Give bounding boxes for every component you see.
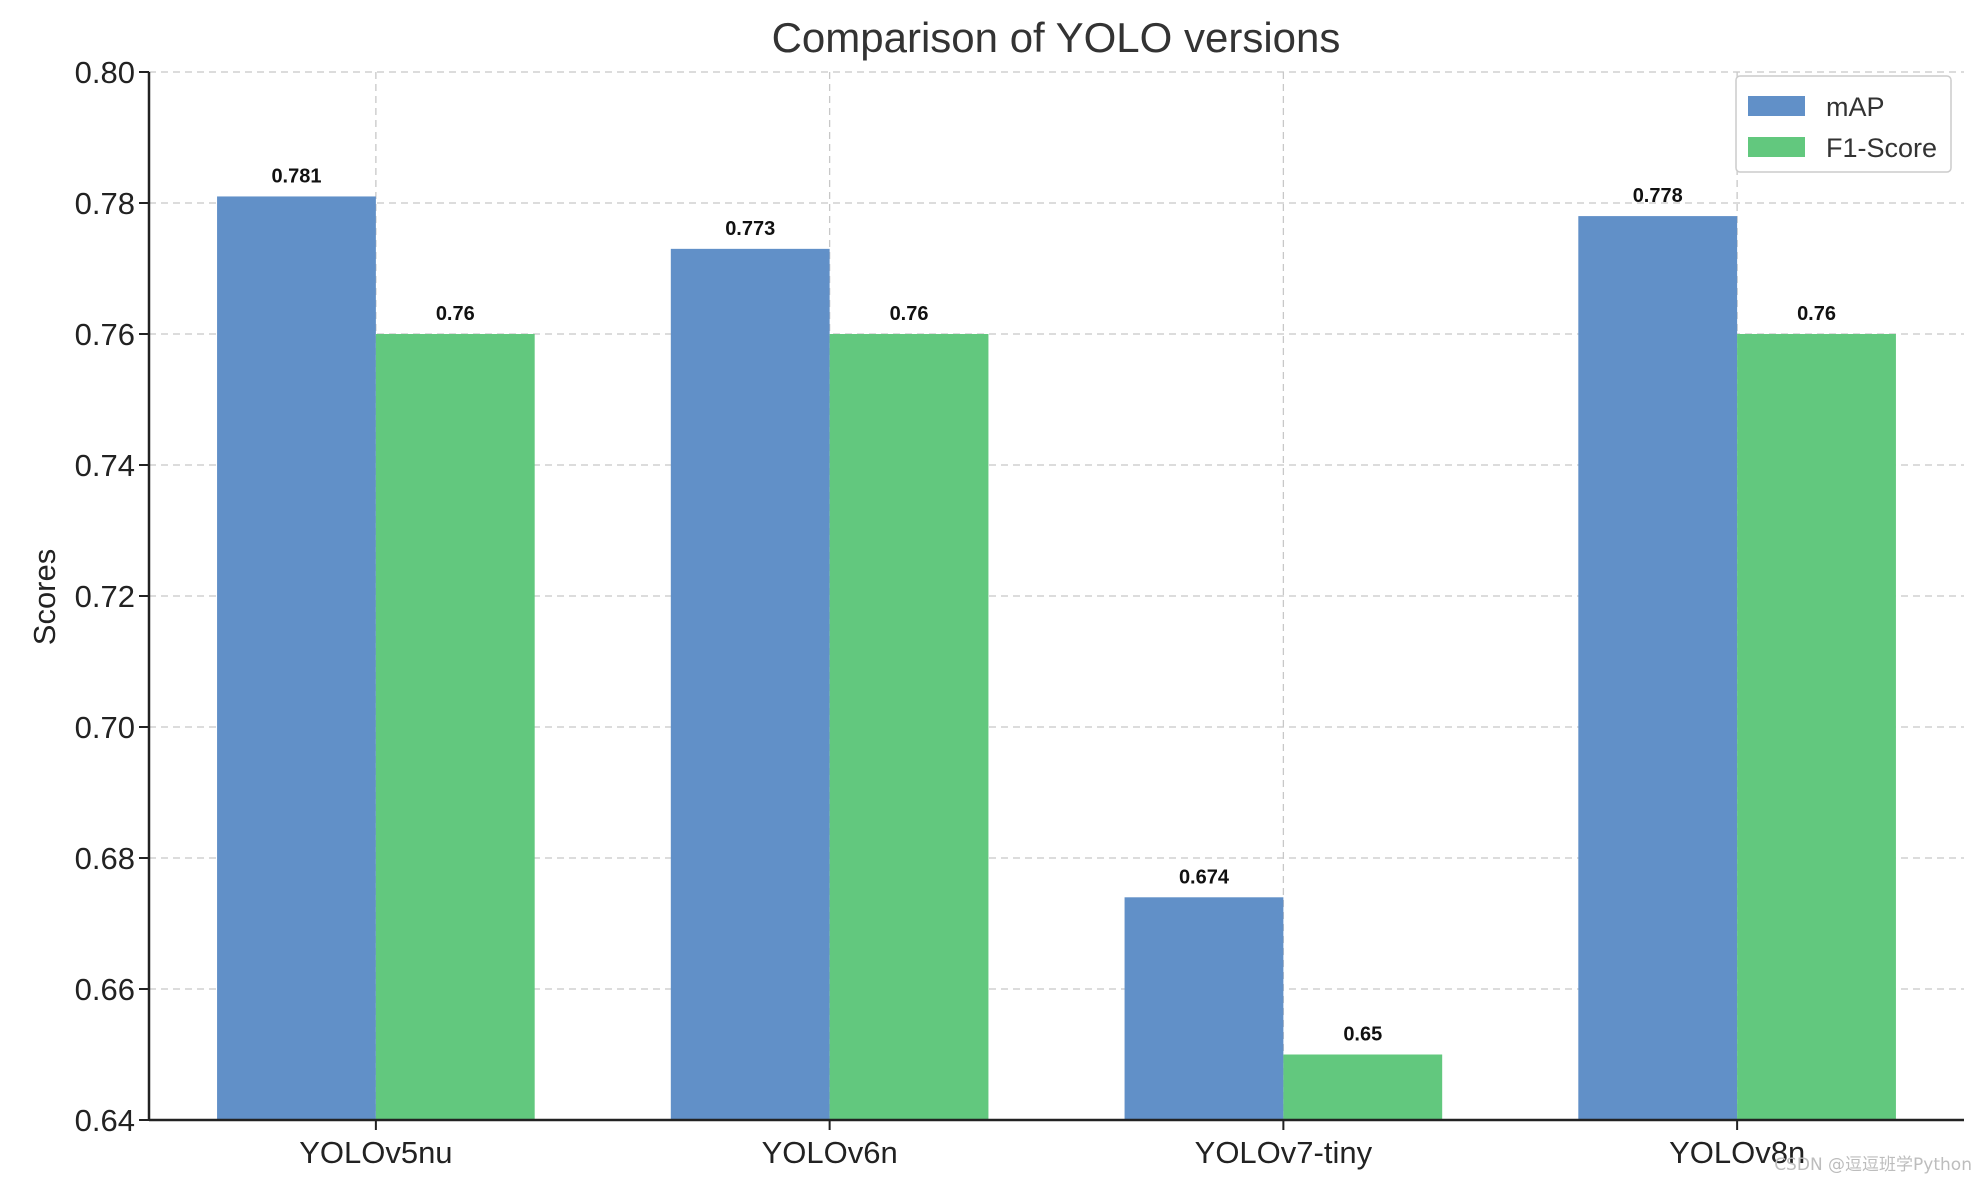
x-tick-label-yolov7-tiny: YOLOv7-tiny: [1195, 1135, 1373, 1170]
bar-f1-score-yolov7-tiny: [1283, 1054, 1443, 1120]
chart-title: Comparison of YOLO versions: [772, 14, 1341, 61]
x-tick-label-yolov5nu: YOLOv5nu: [299, 1135, 452, 1170]
bar-map-yolov6n: [670, 248, 830, 1121]
legend-swatch-map: [1748, 96, 1805, 116]
data-labels: 0.781 0.773 0.674 0.778 0.76 0.76 0.65 0.76: [271, 165, 1836, 1045]
bar-f1-score-yolov8n: [1737, 334, 1896, 1120]
legend-label-map: mAP: [1826, 92, 1885, 122]
data-label-map-yolov8n: 0.778: [1633, 185, 1683, 207]
bar-f1-score-yolov5nu: [375, 334, 535, 1120]
data-label-map-yolov6n: 0.773: [725, 218, 775, 240]
axes: 0.64 0.66 0.68 0.70 0.72 0.74 0.76 0.78 0.80 YOLO…: [75, 55, 1964, 1170]
watermark: CSDN @逗逗班学Python: [1774, 1155, 1972, 1175]
x-tick-label-yolov8n: YOLOv8n: [1669, 1135, 1805, 1170]
bar-map-yolov8n: [1578, 216, 1738, 1121]
y-tick-label: 0.78: [75, 186, 135, 221]
bar-map-yolov5nu: [217, 196, 376, 1120]
data-label-map-yolov5nu: 0.781: [271, 165, 321, 187]
y-axis-label: Scores: [27, 549, 62, 645]
legend-swatch-f1-score: [1748, 137, 1805, 157]
y-tick-label: 0.72: [75, 579, 135, 614]
data-label-map-yolov7-tiny: 0.674: [1179, 866, 1230, 888]
bars: [217, 196, 1896, 1121]
y-tick-label: 0.68: [75, 841, 135, 876]
y-tick-label: 0.70: [75, 710, 135, 745]
y-tick-label: 0.80: [75, 55, 135, 90]
bar-map-yolov7-tiny: [1124, 897, 1284, 1120]
legend: mAP F1-Score: [1735, 75, 1952, 173]
data-label-f1-score-yolov5nu: 0.76: [436, 303, 475, 325]
data-label-f1-score-yolov6n: 0.76: [890, 303, 929, 325]
y-tick-label: 0.74: [75, 448, 135, 483]
x-tick-label-yolov6n: YOLOv6n: [762, 1135, 898, 1170]
data-label-f1-score-yolov7-tiny: 0.65: [1343, 1024, 1382, 1046]
y-tick-label: 0.64: [75, 1103, 135, 1138]
data-label-f1-score-yolov8n: 0.76: [1797, 303, 1836, 325]
y-tick-label: 0.66: [75, 972, 135, 1007]
bar-f1-score-yolov6n: [829, 334, 989, 1120]
legend-label-f1-score: F1-Score: [1826, 133, 1937, 163]
y-tick-label: 0.76: [75, 317, 135, 352]
